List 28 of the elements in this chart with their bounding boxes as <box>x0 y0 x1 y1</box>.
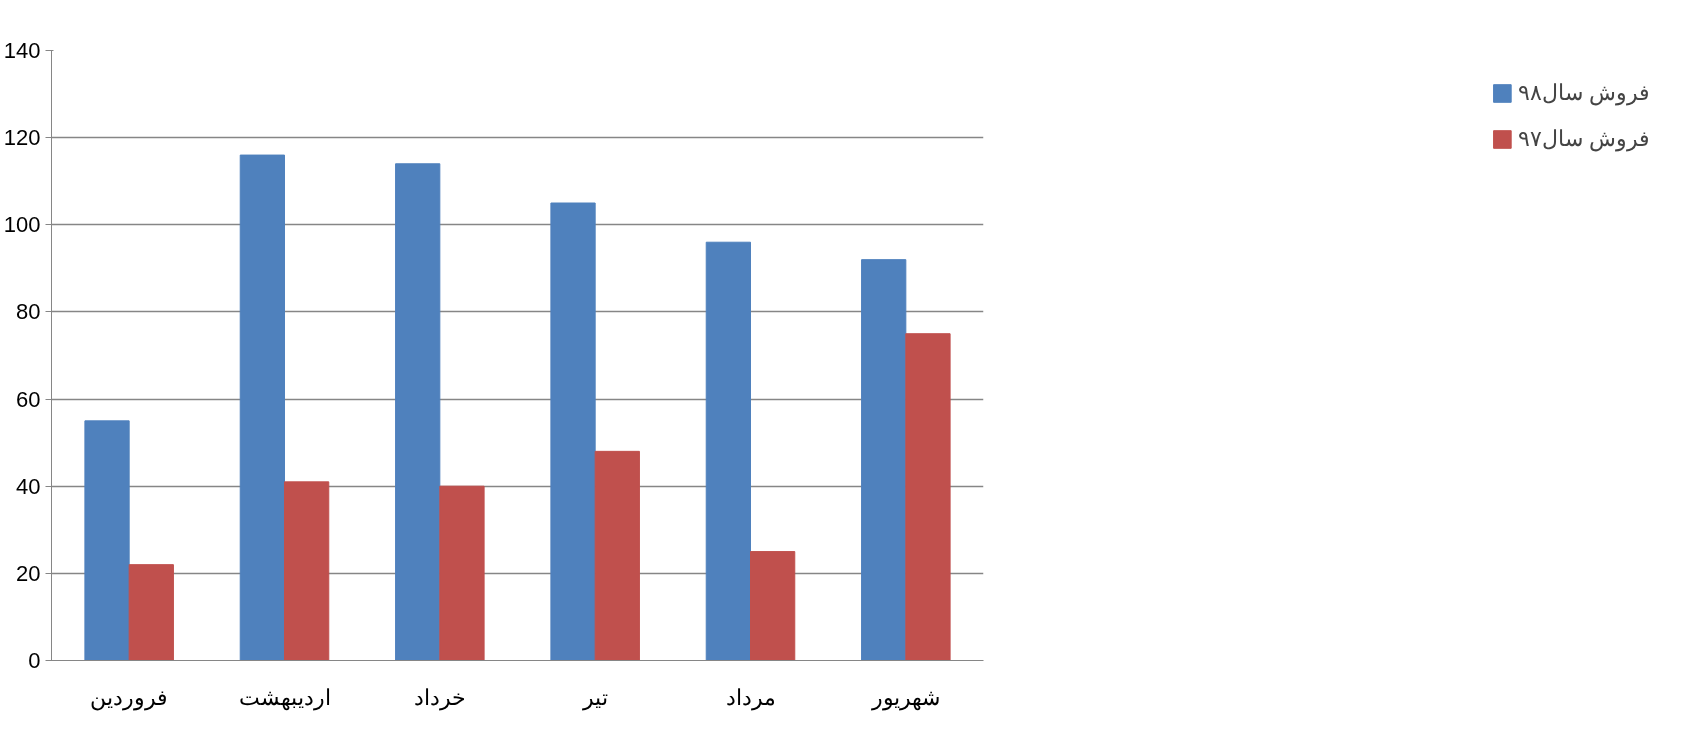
bar <box>284 481 330 661</box>
y-tick-label: 60 <box>16 386 41 412</box>
bar <box>239 154 285 661</box>
bar <box>550 202 596 661</box>
x-tick-label: تیر <box>581 684 608 711</box>
y-tick-label: 80 <box>16 299 41 325</box>
legend-label: فروش سال۹۷ <box>1517 126 1650 152</box>
y-tick-label: 0 <box>28 648 41 673</box>
bar <box>439 485 485 661</box>
bar <box>395 163 441 661</box>
bar <box>861 259 907 661</box>
x-tick-label: فروردین <box>90 684 169 711</box>
x-tick-label: خرداد <box>413 684 466 711</box>
bar <box>128 564 174 661</box>
y-tick-label: 20 <box>16 560 41 586</box>
x-tick-label: اردیبهشت <box>238 684 331 711</box>
legend-label: فروش سال۹۸ <box>1517 80 1650 106</box>
bar <box>84 420 130 661</box>
bar <box>705 241 751 661</box>
y-tick-label: 140 <box>3 38 41 63</box>
bar <box>594 450 640 661</box>
y-tick-label: 120 <box>3 125 41 151</box>
bar <box>905 333 951 661</box>
x-tick-label: شهریور <box>870 684 940 711</box>
y-tick-label: 100 <box>3 212 41 238</box>
y-tick-label: 40 <box>16 473 41 499</box>
bar <box>750 551 796 661</box>
x-tick-label: مرداد <box>725 684 776 711</box>
